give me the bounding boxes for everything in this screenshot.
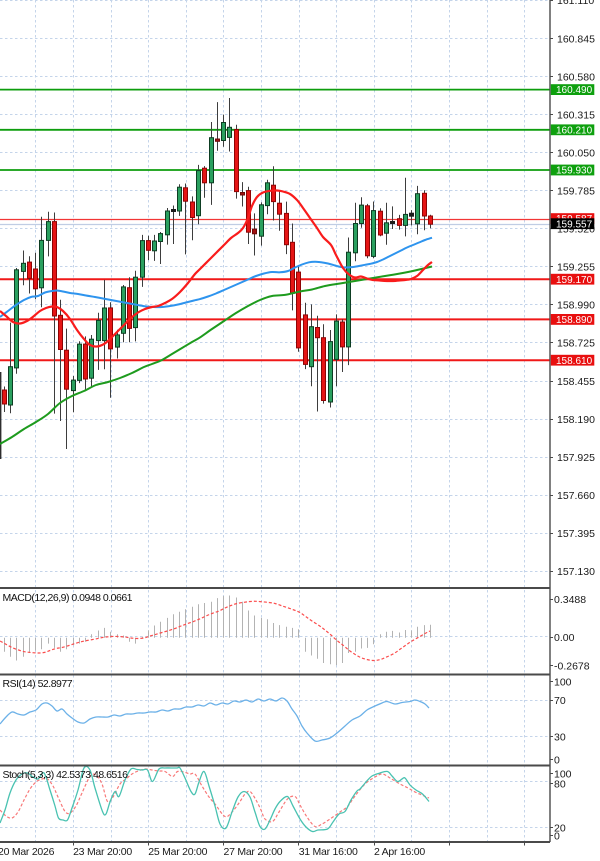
svg-text:160.845: 160.845 [557,33,595,45]
svg-text:RSI(14) 52.8977: RSI(14) 52.8977 [3,678,73,690]
svg-text:0: 0 [554,830,560,842]
svg-text:160.210: 160.210 [556,125,593,136]
svg-text:157.925: 157.925 [557,452,595,464]
svg-text:Stoch(5,3,3) 42.5373 48.6516: Stoch(5,3,3) 42.5373 48.6516 [3,769,129,781]
svg-text:23 Mar 20:00: 23 Mar 20:00 [73,846,132,858]
svg-text:157.395: 157.395 [557,528,595,540]
svg-text:31 Mar 16:00: 31 Mar 16:00 [299,846,358,858]
svg-text:100: 100 [554,676,572,688]
svg-text:160.490: 160.490 [556,85,593,96]
svg-text:158.990: 158.990 [557,300,595,312]
svg-text:157.660: 157.660 [557,490,595,502]
svg-text:25 Mar 20:00: 25 Mar 20:00 [148,846,207,858]
svg-text:-0.2678: -0.2678 [554,660,590,672]
svg-text:30: 30 [554,731,566,743]
svg-text:159.930: 159.930 [556,166,593,177]
svg-text:159.557: 159.557 [556,219,593,230]
svg-text:157.130: 157.130 [557,566,595,578]
svg-text:27 Mar 20:00: 27 Mar 20:00 [224,846,283,858]
svg-text:100: 100 [554,769,572,781]
svg-text:2 Apr 16:00: 2 Apr 16:00 [374,846,425,858]
svg-text:158.455: 158.455 [557,376,595,388]
svg-text:160.050: 160.050 [557,147,595,159]
svg-text:160.315: 160.315 [557,109,595,121]
svg-text:158.190: 158.190 [557,414,595,426]
svg-text:160.580: 160.580 [557,71,595,83]
svg-text:158.725: 158.725 [557,338,595,350]
svg-text:161.110: 161.110 [557,0,594,7]
svg-text:MACD(12,26,9) 0.0948 0.0661: MACD(12,26,9) 0.0948 0.0661 [3,592,133,604]
svg-text:20: 20 [554,822,566,834]
svg-text:158.890: 158.890 [556,315,593,326]
svg-text:20 Mar 2026: 20 Mar 2026 [0,846,55,858]
svg-text:159.170: 159.170 [556,275,593,286]
svg-text:158.610: 158.610 [556,356,593,367]
svg-text:0.00: 0.00 [554,632,575,644]
svg-text:159.785: 159.785 [557,186,595,198]
svg-text:0.3488: 0.3488 [554,594,586,606]
svg-text:0: 0 [554,754,560,766]
svg-text:159.255: 159.255 [557,262,595,274]
svg-text:80: 80 [554,778,566,790]
svg-text:70: 70 [554,695,566,707]
